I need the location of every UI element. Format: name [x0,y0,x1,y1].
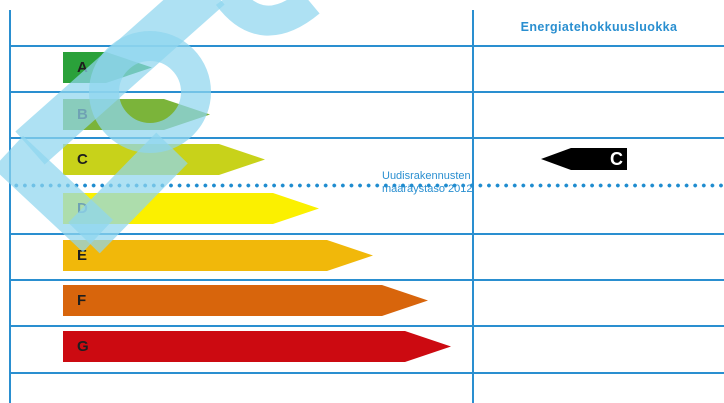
energy-class-letter-a: A [77,59,88,76]
energy-class-letter-f: F [77,292,87,309]
energy-class-arrow-d: D [63,193,319,224]
energy-class-arrow-g: G [63,331,451,362]
energy-class-letter-e: E [77,247,88,264]
energy-class-arrow-c: C [63,144,265,175]
energy-class-arrow-e: E [63,240,373,271]
rating-indicator: C [541,148,627,170]
header-title: Energiatehokkuusluokka [520,20,678,34]
grid-line [10,233,724,235]
grid-line-middle [472,10,474,403]
reference-level-label-line1: Uudisrakennusten [382,170,471,182]
energy-class-letter-d: D [77,200,88,217]
energy-class-arrow-b: B [63,99,210,130]
rating-arrow-shape [541,148,627,170]
grid-line [10,279,724,281]
grid-line [10,325,724,327]
grid-line [10,137,724,139]
rating-letter: C [610,149,623,169]
grid-line [10,91,724,93]
watermark-arc [215,0,320,36]
energy-class-arrow-a: A [63,52,152,83]
energy-class-letter-g: G [77,338,89,355]
reference-level-label: Uudisrakennusten määräystaso 2012 [382,170,473,196]
grid-line [10,372,724,374]
grid-line-header [10,45,724,47]
grid-line-left [9,10,11,403]
energy-class-letter-c: C [77,151,88,168]
energy-class-arrow-f: F [63,285,428,316]
energy-class-letter-b: B [77,106,88,123]
reference-level-line [12,183,724,188]
reference-level-label-line2: määräystaso 2012 [382,183,473,195]
